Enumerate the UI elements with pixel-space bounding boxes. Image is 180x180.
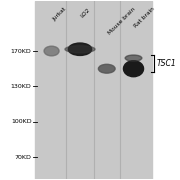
Ellipse shape [125, 55, 142, 61]
Ellipse shape [65, 46, 95, 53]
Text: 130KD: 130KD [11, 84, 32, 89]
Ellipse shape [98, 64, 115, 73]
Text: Mouse brain: Mouse brain [107, 7, 136, 36]
Text: Rat brain: Rat brain [134, 7, 156, 29]
Ellipse shape [44, 46, 59, 56]
Text: 170KD: 170KD [11, 49, 32, 53]
Ellipse shape [68, 43, 92, 55]
Text: 100KD: 100KD [11, 119, 32, 124]
Text: LO2: LO2 [80, 7, 92, 18]
Text: Jurkat: Jurkat [51, 7, 67, 22]
Text: TSC1: TSC1 [157, 59, 177, 68]
Text: 70KD: 70KD [15, 155, 32, 160]
Bar [35, 1, 152, 179]
Ellipse shape [123, 61, 143, 77]
